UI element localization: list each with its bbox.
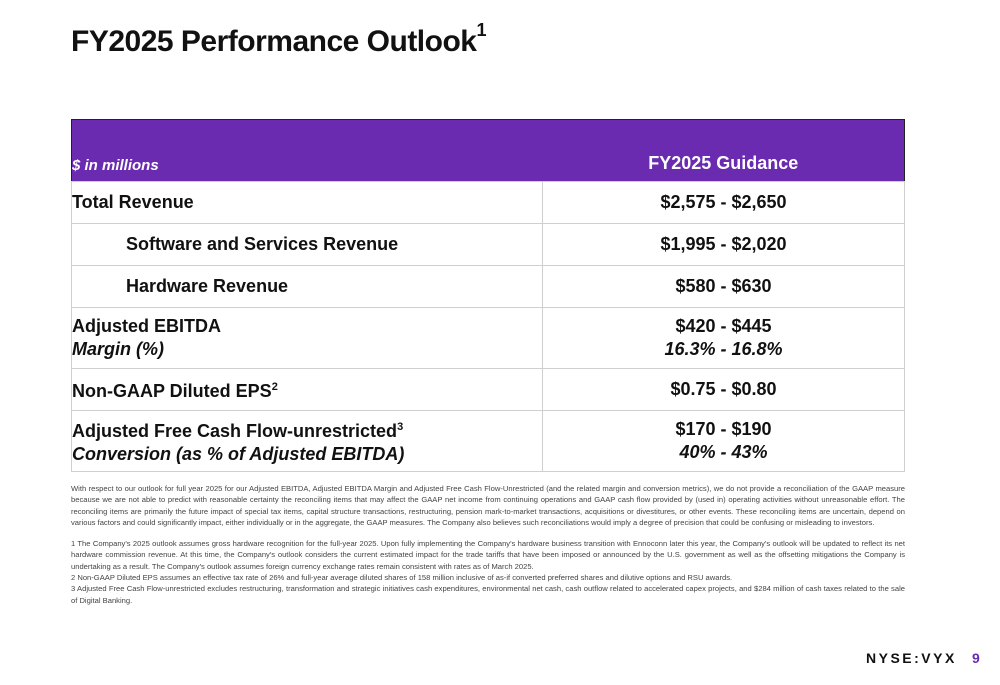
guidance-header: FY2025 Guidance	[542, 119, 905, 182]
adjusted-ebitda-label: Adjusted EBITDA	[72, 316, 222, 336]
margin-label: Margin (%)	[72, 339, 164, 359]
table-header-row: $ in millions FY2025 Guidance	[71, 119, 905, 182]
row-value-adjusted-ebitda: $420 - $445 16.3% - 16.8%	[542, 307, 905, 369]
row-label-total-revenue: Total Revenue	[71, 181, 543, 224]
table-row: Adjusted EBITDA Margin (%) $420 - $445 1…	[71, 307, 905, 369]
row-label-adjusted-ebitda: Adjusted EBITDA Margin (%)	[71, 307, 543, 369]
units-label: $ in millions	[71, 119, 543, 182]
adjusted-ebitda-value: $420 - $445	[675, 316, 772, 336]
reconciliation-note: With respect to our outlook for full yea…	[71, 484, 905, 527]
row-value-software-revenue: $1,995 - $2,020	[542, 223, 905, 266]
stock-ticker: NYSE:VYX	[866, 650, 957, 666]
conversion-label: Conversion (as % of Adjusted EBITDA)	[72, 444, 405, 464]
row-value-total-revenue: $2,575 - $2,650	[542, 181, 905, 224]
margin-value: 16.3% - 16.8%	[664, 339, 783, 359]
row-value-fcf: $170 - $190 40% - 43%	[542, 410, 905, 472]
row-label-software-revenue: Software and Services Revenue	[71, 223, 543, 266]
guidance-table: $ in millions FY2025 Guidance Total Reve…	[71, 119, 905, 472]
title-footnote-marker: 1	[476, 20, 486, 40]
page-number: 9	[972, 650, 980, 666]
row-label-eps: Non-GAAP Diluted EPS2	[71, 368, 543, 411]
page-title: FY2025 Performance Outlook1	[71, 20, 486, 58]
row-label-hardware-revenue: Hardware Revenue	[71, 265, 543, 308]
table-row: Non-GAAP Diluted EPS2 $0.75 - $0.80	[71, 368, 905, 411]
row-value-hardware-revenue: $580 - $630	[542, 265, 905, 308]
row-label-fcf: Adjusted Free Cash Flow-unrestricted3 Co…	[71, 410, 543, 472]
row-value-eps: $0.75 - $0.80	[542, 368, 905, 411]
table-row: Hardware Revenue $580 - $630	[71, 265, 905, 308]
footnote-3: 3 Adjusted Free Cash Flow-unrestricted e…	[71, 584, 905, 605]
disclaimer-notes: With respect to our outlook for full yea…	[71, 483, 905, 606]
footnote-1: 1 The Company's 2025 outlook assumes gro…	[71, 539, 905, 571]
fcf-footnote-marker: 3	[397, 421, 404, 433]
table-row: Adjusted Free Cash Flow-unrestricted3 Co…	[71, 410, 905, 472]
fcf-value: $170 - $190	[675, 419, 772, 439]
conversion-value: 40% - 43%	[679, 442, 768, 462]
footnote-2: 2 Non-GAAP Diluted EPS assumes an effect…	[71, 573, 733, 583]
table-row: Total Revenue $2,575 - $2,650	[71, 181, 905, 224]
eps-footnote-marker: 2	[271, 381, 278, 393]
fcf-label: Adjusted Free Cash Flow-unrestricted3	[72, 421, 404, 441]
table-row: Software and Services Revenue $1,995 - $…	[71, 223, 905, 266]
